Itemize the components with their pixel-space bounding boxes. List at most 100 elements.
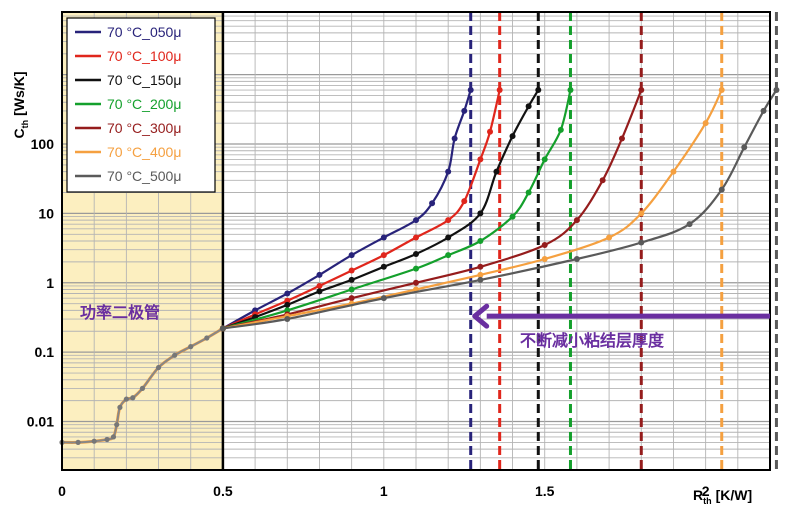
series-point (348, 252, 355, 259)
y-tick-label: 0.1 (35, 344, 55, 360)
series-point (760, 107, 767, 114)
series-point (541, 256, 548, 263)
series-point (445, 234, 452, 241)
series-point (348, 295, 355, 302)
series-point (316, 282, 323, 289)
series-point (413, 217, 419, 224)
series-point (741, 144, 748, 151)
series-point (348, 267, 355, 274)
common-curve-point (130, 395, 136, 401)
legend-label: 70 °C_500μ (107, 168, 181, 184)
series-point (618, 135, 625, 142)
series-point (380, 295, 387, 302)
series-line (222, 89, 723, 330)
series-point (467, 87, 474, 94)
series-point (599, 177, 606, 184)
series-point (477, 210, 484, 217)
y-axis-label-main: C (11, 128, 27, 138)
series-point (509, 133, 516, 140)
x-axis-label-main: R (693, 487, 703, 503)
legend-label: 70 °C_150μ (107, 72, 181, 88)
series-point (461, 107, 468, 114)
common-curve-point (155, 364, 162, 371)
series-point (487, 128, 494, 135)
common-curve-point (117, 404, 123, 410)
annotation-layer: 功率二极管 不断减小粘结层厚度 (80, 303, 665, 350)
x-tick-label: 0 (58, 483, 66, 499)
series-point (380, 234, 387, 241)
series-point (380, 252, 387, 259)
series-point (445, 217, 452, 224)
series-point (316, 271, 323, 278)
series-point (573, 217, 580, 224)
common-curve-point (91, 438, 97, 444)
series-point (429, 200, 436, 207)
legend-label: 70 °C_100μ (107, 48, 181, 64)
x-tick-label: 1 (380, 483, 388, 499)
series-point (702, 120, 709, 127)
common-curve-point (172, 352, 178, 358)
common-curve-point (75, 439, 81, 445)
y-tick-label: 10 (38, 205, 54, 221)
legend-label: 70 °C_050μ (107, 24, 181, 40)
series-point (718, 186, 725, 193)
series-point (413, 234, 419, 241)
series-point (567, 87, 574, 94)
arrow-label: 不断减小粘结层厚度 (520, 331, 665, 350)
series-point (493, 168, 500, 175)
series-point (413, 265, 419, 272)
series-point (348, 276, 355, 283)
region-label: 功率二极管 (80, 303, 160, 322)
x-axis-label: Rth [K/W] (693, 487, 752, 506)
series-point (461, 198, 468, 205)
series-point (348, 286, 355, 293)
legend: 70 °C_050μ 70 °C_100μ 70 °C_150μ 70 °C_200μ… (66, 17, 216, 193)
series-point (638, 239, 645, 246)
series-point (573, 256, 580, 263)
series-point (670, 168, 677, 175)
series-point (445, 252, 452, 259)
common-curve-point (110, 434, 117, 440)
series-point (445, 168, 452, 175)
series-point (541, 156, 548, 163)
series-point (718, 87, 725, 94)
series-line (222, 89, 778, 330)
legend-label: 70 °C_200μ (107, 96, 181, 112)
y-axis-label: Cth [Ws/K] (11, 72, 30, 139)
legend-label: 70 °C_300μ (107, 120, 181, 136)
common-curve-point (104, 436, 110, 443)
y-axis-label-unit: [Ws/K] (11, 72, 27, 116)
x-axis-label-unit: [K/W] (716, 487, 753, 503)
series-point (284, 297, 291, 304)
x-tick-label: 0.5 (213, 483, 233, 499)
series-point (477, 276, 484, 283)
y-axis-label-sub: th (20, 120, 30, 129)
series-point (496, 87, 503, 94)
x-tick-label: 1.5 (535, 483, 555, 499)
series-point (380, 263, 387, 270)
plot-border (61, 11, 771, 471)
series-point (557, 126, 564, 133)
y-tick-label: 0.01 (27, 414, 54, 430)
series-point (477, 271, 484, 278)
common-curve-point (139, 385, 146, 392)
series-point (606, 234, 613, 241)
common-curve-point (204, 335, 210, 341)
series-point (509, 213, 516, 220)
series-point (541, 242, 548, 249)
series-point (773, 87, 780, 94)
series-point (535, 87, 542, 94)
series-point (284, 290, 291, 297)
series-layer (59, 87, 780, 445)
series-line (222, 89, 643, 330)
series-point (686, 221, 693, 228)
series-point (284, 301, 291, 308)
series-point (413, 279, 419, 286)
common-curve-point (123, 396, 129, 402)
series-point (451, 135, 458, 142)
arrow-head (472, 303, 490, 329)
legend-label: 70 °C_400μ (107, 144, 181, 160)
series-point (413, 250, 419, 257)
y-tick-label: 1 (46, 275, 54, 291)
